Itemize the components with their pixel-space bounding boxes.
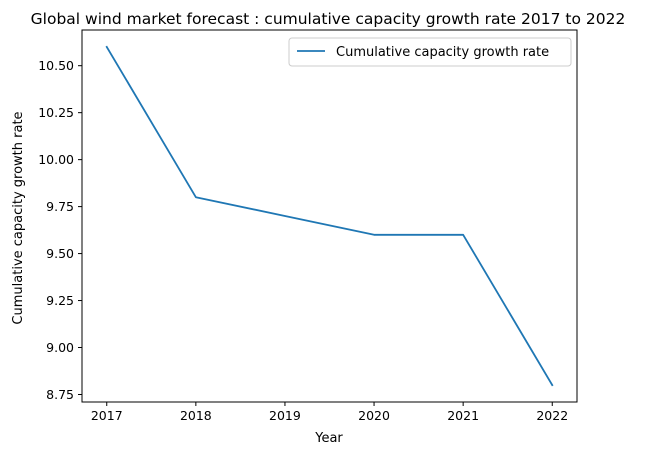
legend-label: Cumulative capacity growth rate [336, 45, 549, 60]
y-tick-label: 9.50 [46, 246, 74, 261]
y-axis-ticks: 8.75 9.00 9.25 9.50 9.75 10.00 10.25 10.50 [38, 58, 82, 402]
y-tick-label: 8.75 [46, 387, 74, 402]
y-tick-label: 10.25 [38, 105, 74, 120]
legend: Cumulative capacity growth rate [288, 37, 572, 67]
x-tick-label: 2018 [180, 408, 212, 423]
plot-area [82, 30, 577, 402]
x-tick-label: 2019 [269, 408, 301, 423]
legend-box [288, 37, 572, 67]
x-axis-ticks: 2017 2018 2019 2020 2021 2022 [91, 402, 568, 423]
y-tick-label: 10.00 [38, 152, 74, 167]
x-tick-label: 2020 [358, 408, 390, 423]
chart-title: Global wind market forecast : cumulative… [31, 10, 626, 28]
y-tick-label: 9.00 [46, 340, 74, 355]
y-axis-label: Cumulative capacity growth rate [11, 111, 26, 324]
x-tick-label: 2017 [91, 408, 123, 423]
series-layer [105, 45, 554, 387]
x-tick-label: 2021 [447, 408, 479, 423]
x-tick-label: 2022 [536, 408, 568, 423]
series-line [105, 45, 554, 387]
plot-frame [81, 29, 578, 403]
x-axis-label: Year [314, 431, 343, 446]
y-tick-label: 10.50 [38, 58, 74, 73]
y-tick-label: 9.25 [46, 293, 74, 308]
y-tick-label: 9.75 [46, 199, 74, 214]
